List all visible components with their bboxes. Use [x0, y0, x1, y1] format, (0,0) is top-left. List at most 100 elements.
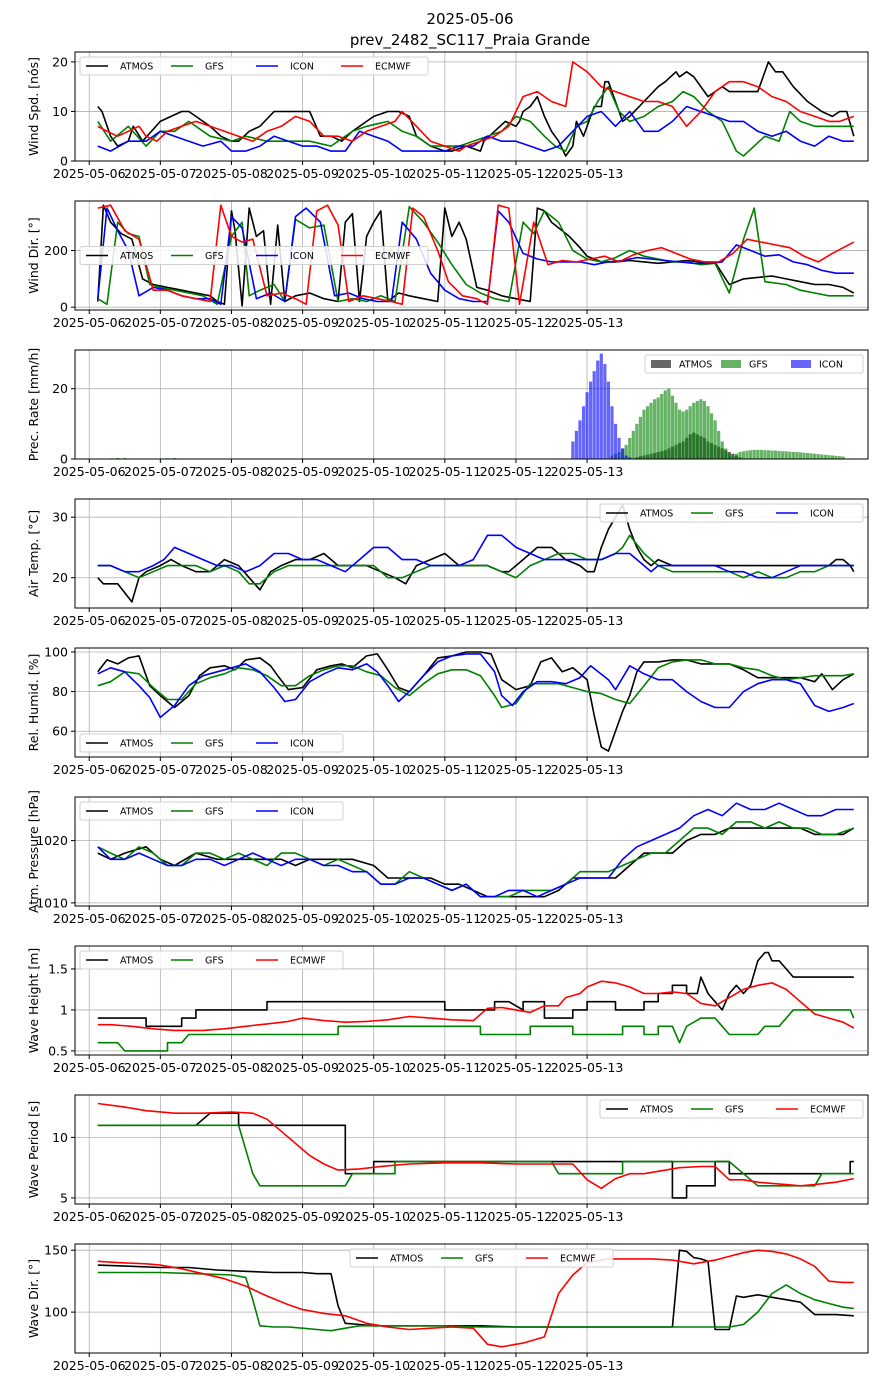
legend-label-gfs: GFS: [205, 62, 224, 73]
panel-wind-spd-n-s: 2025-05-062025-05-072025-05-082025-05-09…: [26, 51, 869, 181]
legend-box: [79, 56, 429, 76]
figure-subtitle: prev_2482_SC117_Praia Grande: [350, 31, 590, 50]
y-axis-label: Wind Spd. [nós]: [26, 57, 41, 156]
x-tick-label: 2025-05-11: [409, 166, 482, 181]
legend: ATMOS GFS ECMWF: [79, 950, 344, 970]
legend-label-ecmwf: ECMWF: [375, 62, 411, 73]
x-tick-label: 2025-05-09: [266, 315, 339, 330]
bar-gfs: [692, 402, 696, 459]
series-atmos-line: [97, 504, 855, 603]
y-tick-label: 0: [60, 154, 68, 169]
bar-gfs: [624, 444, 628, 459]
legend: ATMOS GFS ICON: [79, 733, 344, 753]
axes-frame: [74, 796, 869, 907]
x-tick-label: 2025-05-06: [53, 1060, 126, 1075]
x-tick-label: 2025-05-13: [551, 1358, 624, 1373]
bar-gfs: [123, 457, 127, 459]
bar-gfs: [784, 451, 788, 459]
legend-label-gfs: GFS: [205, 807, 224, 818]
legend: ATMOS GFS ICON: [644, 354, 864, 374]
y-tick-label: 80: [52, 684, 68, 699]
bar-gfs: [656, 397, 660, 459]
bar-gfs: [738, 451, 742, 459]
bar-gfs: [699, 399, 703, 459]
x-tick-label: 2025-05-09: [266, 464, 339, 479]
x-tick-label: 2025-05-13: [551, 166, 624, 181]
bar-gfs: [649, 402, 653, 459]
series-ecmwf-line: [97, 61, 855, 152]
x-tick-label: 2025-05-09: [266, 613, 339, 628]
bar-gfs: [688, 406, 692, 459]
bar-gfs: [724, 448, 728, 459]
bar-gfs: [720, 441, 724, 459]
x-tick-label: 2025-05-10: [337, 315, 410, 330]
legend: ATMOS GFS ICON ECMWF: [79, 246, 429, 265]
bar-gfs: [813, 453, 817, 459]
x-tick-label: 2025-05-06: [53, 1358, 126, 1373]
panel-wave-dir: 2025-05-062025-05-072025-05-082025-05-09…: [26, 1243, 869, 1373]
y-tick-label: 100: [44, 644, 68, 659]
bar-gfs: [631, 430, 635, 459]
legend-box: [644, 354, 864, 374]
bar-gfs: [759, 449, 763, 459]
bar-gfs: [685, 409, 689, 459]
y-tick-label: 20: [52, 381, 68, 396]
bar-gfs: [777, 450, 781, 459]
x-tick-label: 2025-05-12: [480, 166, 553, 181]
legend-label-gfs: GFS: [725, 509, 744, 520]
x-tick-label: 2025-05-06: [53, 911, 126, 926]
series-gfs-line: [97, 659, 854, 709]
bar-gfs: [731, 455, 735, 459]
y-tick-label: 100: [44, 1305, 68, 1320]
legend: ATMOS GFS ICON ECMWF: [79, 56, 429, 76]
legend-swatch-gfs: [721, 360, 741, 368]
x-tick-label: 2025-05-06: [53, 613, 126, 628]
bar-gfs: [681, 411, 685, 459]
bar-icon: [610, 406, 614, 459]
bar-icon: [621, 448, 625, 459]
bar-gfs: [837, 456, 842, 459]
bar-gfs: [638, 416, 643, 459]
legend-label-gfs: GFS: [205, 956, 224, 967]
bar-icon: [603, 364, 607, 459]
x-tick-label: 2025-05-12: [480, 315, 553, 330]
legend-box: [79, 801, 344, 821]
x-tick-label: 2025-05-12: [480, 1060, 553, 1075]
x-tick-label: 2025-05-09: [266, 166, 339, 181]
x-tick-label: 2025-05-09: [266, 1209, 339, 1224]
bar-gfs: [709, 413, 714, 459]
legend-box: [79, 950, 344, 970]
x-tick-label: 2025-05-12: [480, 1358, 553, 1373]
bar-gfs: [717, 430, 721, 459]
series-gfs-line: [97, 1009, 855, 1052]
legend: ATMOS GFS ICON: [599, 503, 864, 523]
axes-frame: [74, 498, 869, 609]
y-axis-label: Prec. Rate [mm/h]: [26, 348, 41, 462]
bar-gfs: [773, 450, 778, 459]
x-tick-label: 2025-05-10: [337, 166, 410, 181]
legend-label-atmos: ATMOS: [390, 1254, 423, 1265]
bar-gfs: [816, 454, 820, 459]
x-tick-label: 2025-05-08: [195, 613, 268, 628]
x-tick-label: 2025-05-08: [195, 315, 268, 330]
x-tick-label: 2025-05-07: [124, 613, 197, 628]
bar-gfs: [841, 456, 845, 459]
x-tick-label: 2025-05-08: [195, 1358, 268, 1373]
series-icon-line: [97, 653, 855, 719]
bar-gfs: [734, 453, 739, 459]
bar-gfs: [663, 390, 667, 459]
legend-label-atmos: ATMOS: [120, 251, 153, 262]
x-tick-label: 2025-05-06: [53, 762, 126, 777]
legend-label-atmos: ATMOS: [640, 509, 673, 520]
legend-box: [79, 246, 429, 265]
panel-rel-humid: 2025-05-062025-05-072025-05-082025-05-09…: [26, 644, 869, 777]
legend-label-gfs: GFS: [475, 1254, 494, 1265]
y-tick-label: 1: [60, 1002, 68, 1017]
x-tick-label: 2025-05-11: [409, 911, 482, 926]
x-tick-label: 2025-05-07: [124, 1209, 197, 1224]
legend-label-ecmwf: ECMWF: [375, 251, 411, 262]
bar-icon: [581, 406, 586, 459]
x-tick-label: 2025-05-06: [53, 315, 126, 330]
y-axis-label: Wind Dir. [°]: [26, 217, 41, 293]
bar-gfs: [674, 402, 678, 459]
